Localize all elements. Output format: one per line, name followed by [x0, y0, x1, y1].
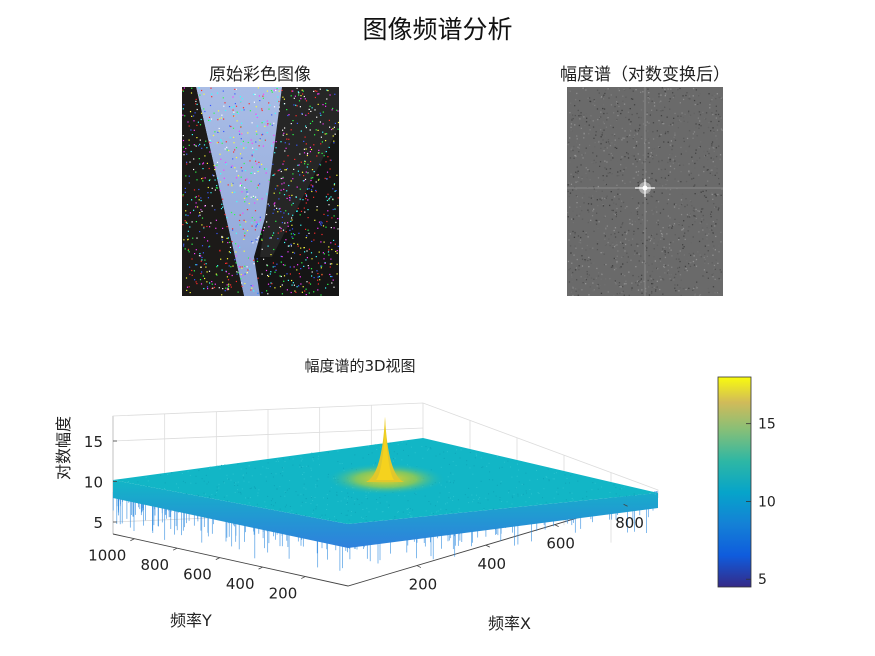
- y-tick-label: 1000: [88, 547, 126, 565]
- y-tick-label: 200: [269, 585, 298, 603]
- z-tick-label: 5: [93, 514, 103, 532]
- x-axis-label: 频率X: [488, 614, 531, 633]
- z-tick-label: 10: [84, 474, 103, 492]
- x-tick-label: 600: [546, 535, 575, 553]
- surface-3d-plot: 5 10 15 200 400 600 800 1000 200 400 600 800: [84, 402, 659, 603]
- axis-ticks: 5 10 15 200 400 600 800 1000 200 400 600 800: [84, 433, 644, 603]
- y-axis-label: 频率Y: [170, 611, 212, 630]
- surface-mesh: [112, 416, 658, 571]
- x-tick-label: 400: [477, 555, 506, 573]
- original-color-image: [182, 87, 339, 296]
- magnitude-spectrum-image: [567, 87, 723, 296]
- spectrum-title: 幅度谱（对数变换后）: [560, 65, 730, 85]
- z-axis-label: 对数幅度: [54, 415, 73, 480]
- x-tick-label: 200: [409, 576, 438, 594]
- y-tick-label: 600: [183, 566, 212, 584]
- z-tick-label: 15: [84, 433, 103, 451]
- y-tick-label: 400: [226, 575, 255, 593]
- colorbar-tick-label: 5: [758, 572, 767, 588]
- colorbar: 5 10 15: [717, 376, 776, 588]
- x-tick-label: 800: [615, 514, 644, 532]
- original-image-title: 原始彩色图像: [209, 65, 311, 85]
- surface-title: 幅度谱的3D视图: [304, 357, 416, 375]
- figure-title: 图像频谱分析: [362, 15, 513, 44]
- y-tick-label: 800: [140, 556, 169, 574]
- colorbar-tick-label: 10: [758, 494, 776, 510]
- colorbar-tick-label: 15: [758, 417, 776, 433]
